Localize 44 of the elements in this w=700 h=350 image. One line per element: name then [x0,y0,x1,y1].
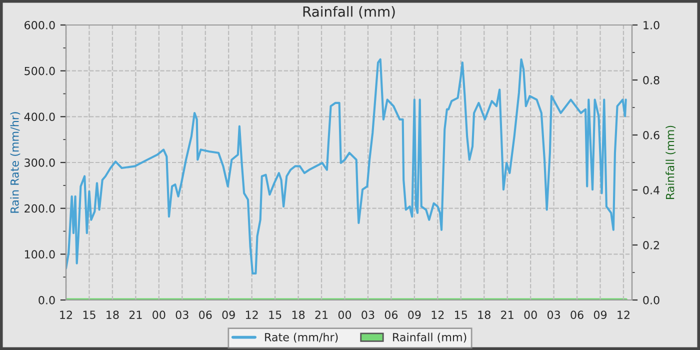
y2-tick-label: 0.2 [643,240,659,250]
x-tick-label: 21 [129,310,142,319]
x-tick-label: 15 [455,310,467,320]
legend-label: Rainfall (mm) [393,332,466,343]
y-tick-label: 600.0 [24,20,55,30]
y2-tick-label: 0.6 [643,130,660,140]
x-tick-label: 09 [594,310,607,320]
x-tick-label: 03 [362,310,374,320]
y-tick-label: 300.0 [24,158,55,167]
x-tick-label: 06 [384,310,398,320]
y2-tick-label: 0.4 [643,186,660,194]
x-tick-label: 21 [315,310,328,319]
y-tick-label: 200.0 [24,204,55,213]
y-tick-label: 400.0 [24,112,55,122]
x-tick-label: 09 [408,310,421,320]
y-axis-title: Rain Rate (mm/hr) [10,112,20,213]
y-tick-label: 500.0 [24,66,55,76]
x-tick-label: 12 [246,310,258,319]
y-tick-label: 0.0 [38,296,55,304]
y2-tick-label: 1.0 [644,20,660,30]
y2-axis-title: Rainfall (mm) [666,126,676,199]
chart-title: Rainfall (mm) [303,6,395,18]
y2-tick-label: 0.8 [643,76,660,84]
x-tick-label: 06 [199,310,212,320]
x-tick-label: 12 [60,310,72,319]
y2-tick-label: 0.0 [643,296,660,304]
x-tick-label: 12 [432,310,444,319]
x-tick-label: 18 [292,310,305,320]
x-tick-label: 15 [269,310,282,320]
x-tick-label: 03 [547,310,560,320]
x-tick-label: 00 [152,310,166,320]
legend-label: Rate (mm/hr) [265,332,338,343]
x-tick-label: 21 [501,310,514,319]
x-tick-label: 09 [222,310,235,320]
x-tick-label: 00 [524,310,537,320]
y-tick-label: 100.0 [24,250,55,259]
x-tick-label: 12 [618,310,630,319]
x-tick-label: 18 [106,310,119,320]
line-series [66,58,627,274]
x-tick-label: 03 [176,310,188,320]
x-tick-label: 18 [478,310,490,320]
x-tick-label: 15 [83,310,96,320]
x-tick-label: 00 [338,310,352,320]
x-tick-label: 06 [570,310,584,320]
